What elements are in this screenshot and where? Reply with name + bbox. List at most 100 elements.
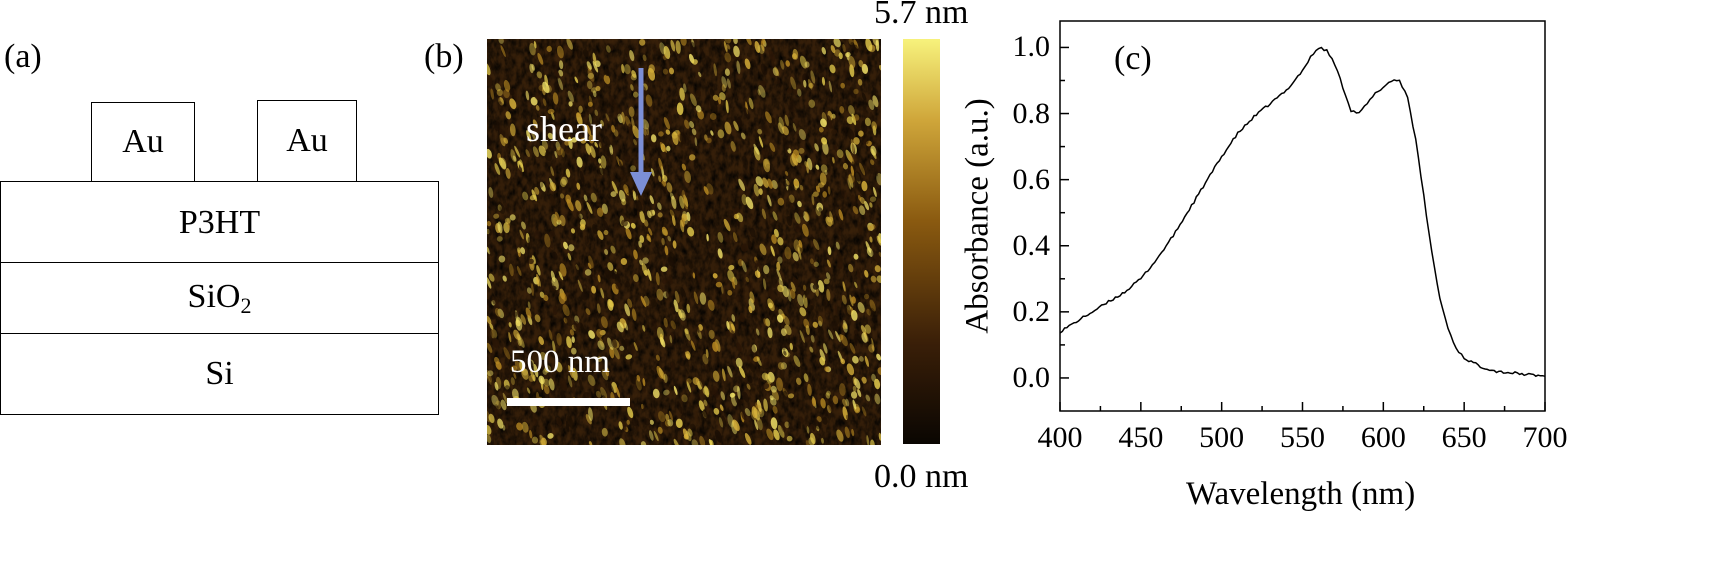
afm-grain — [819, 265, 826, 275]
afm-grain — [737, 259, 744, 267]
afm-grain — [600, 287, 605, 299]
afm-grain — [588, 407, 593, 421]
afm-grain — [797, 247, 802, 260]
afm-grain — [836, 429, 844, 442]
afm-grain — [761, 208, 767, 220]
afm-grain — [779, 368, 785, 379]
afm-grain — [710, 130, 714, 136]
afm-grain — [758, 85, 766, 98]
afm-grain — [597, 274, 601, 283]
afm-grain — [848, 263, 854, 273]
afm-grain — [815, 185, 821, 193]
afm-grain — [512, 388, 519, 400]
afm-grain — [646, 56, 653, 66]
afm-grain — [653, 430, 659, 442]
afm-grain — [490, 154, 495, 160]
afm-grain — [631, 308, 637, 322]
afm-grain — [576, 182, 581, 190]
afm-grain — [842, 398, 848, 407]
afm-grain — [853, 137, 860, 145]
afm-grain — [507, 272, 514, 280]
afm-grain — [699, 292, 707, 305]
afm-grain — [841, 294, 847, 305]
afm-grain — [595, 85, 601, 92]
afm-grain — [689, 93, 697, 107]
afm-grain — [844, 303, 852, 318]
afm-grain — [853, 114, 860, 121]
afm-grain — [824, 366, 830, 372]
afm-grain — [855, 118, 861, 130]
y-tick-label: 0.2 — [1012, 294, 1051, 328]
afm-grain — [674, 290, 680, 303]
afm-grain — [770, 385, 777, 393]
afm-grain — [786, 88, 793, 94]
afm-grain — [496, 91, 501, 105]
afm-grain — [755, 401, 762, 409]
afm-grain — [857, 194, 862, 201]
x-tick-label: 500 — [1199, 421, 1245, 454]
afm-grain — [735, 357, 743, 368]
afm-grain — [576, 156, 583, 168]
afm-grain — [772, 405, 778, 414]
afm-grain — [865, 394, 871, 402]
panel-a-label: (a) — [4, 38, 42, 75]
afm-grain — [731, 314, 736, 322]
afm-grain — [645, 118, 650, 129]
afm-grain — [824, 169, 828, 175]
afm-grain — [566, 336, 572, 349]
afm-grain — [756, 366, 760, 377]
afm-grain — [820, 164, 828, 173]
afm-grain — [592, 60, 599, 73]
afm-grain — [746, 383, 751, 390]
afm-grain — [831, 113, 836, 119]
afm-grain — [747, 376, 753, 384]
afm-grain — [709, 113, 717, 120]
afm-grain — [503, 79, 511, 92]
afm-grain — [864, 324, 872, 334]
afm-grain — [528, 375, 535, 382]
afm-grain — [763, 398, 768, 412]
afm-grain — [736, 60, 741, 74]
afm-grain — [505, 111, 512, 120]
afm-grain — [520, 300, 524, 315]
afm-grain — [854, 363, 858, 369]
afm-grain — [771, 117, 776, 125]
afm-grain — [698, 400, 705, 412]
afm-grain — [746, 354, 751, 365]
afm-grain — [849, 294, 854, 307]
afm-grain — [548, 329, 553, 341]
afm-grain — [569, 329, 575, 336]
plot-frame — [1059, 20, 1546, 412]
afm-grain — [871, 373, 876, 382]
afm-grain — [779, 337, 786, 351]
afm-grain — [576, 49, 582, 59]
afm-grain — [534, 92, 541, 101]
afm-grain — [608, 245, 615, 253]
afm-grain — [749, 157, 755, 163]
afm-grain — [521, 368, 529, 380]
afm-grain — [660, 266, 668, 272]
afm-grain — [703, 186, 709, 195]
panel-b-label: (b) — [424, 38, 464, 75]
afm-grain — [731, 329, 736, 341]
afm-grain — [718, 417, 724, 428]
afm-grain — [762, 177, 769, 188]
afm-grain — [559, 178, 567, 187]
afm-grain — [724, 52, 732, 63]
afm-grain — [745, 39, 752, 46]
afm-grain — [502, 275, 507, 282]
afm-grain — [732, 419, 740, 432]
afm-grain — [870, 145, 877, 156]
afm-grain — [803, 79, 807, 88]
afm-grain — [535, 105, 540, 111]
afm-grain — [651, 318, 658, 332]
afm-grain — [589, 145, 596, 158]
afm-grain — [733, 385, 740, 393]
afm-grain — [561, 148, 565, 158]
afm-grain — [666, 182, 673, 193]
afm-grain — [845, 414, 849, 420]
afm-grain — [864, 117, 871, 127]
afm-grain — [707, 383, 712, 398]
afm-grain — [796, 438, 800, 445]
afm-grain — [590, 192, 597, 203]
